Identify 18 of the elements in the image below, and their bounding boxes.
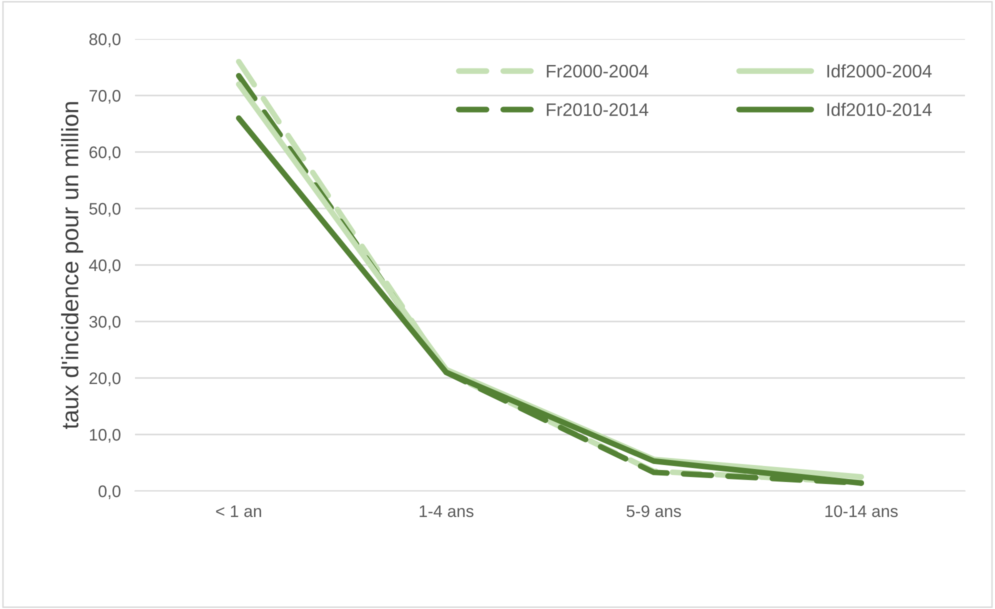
y-tick-label: 50,0 xyxy=(89,202,120,217)
x-tick-label: < 1 an xyxy=(216,506,262,518)
y-axis-title: taux d'incidence pour un million xyxy=(61,102,84,429)
legend-label: Fr2010-2014 xyxy=(546,103,648,116)
x-tick-label: 1-4 ans xyxy=(420,506,474,518)
y-tick-label: 40,0 xyxy=(89,259,120,274)
y-tick-label: 60,0 xyxy=(90,146,120,160)
x-tick-label: 5-9 ans xyxy=(626,505,681,518)
y-tick-label: 80,0 xyxy=(89,33,120,48)
y-tick-label: 30,0 xyxy=(89,316,120,330)
x-tick-label: 10-14 ans xyxy=(825,505,898,518)
y-tick-label: 10,0 xyxy=(90,428,120,443)
y-tick-label: 20,0 xyxy=(90,372,120,386)
y-tick-label: 70,0 xyxy=(90,90,120,104)
legend-label: Idf2010-2014 xyxy=(827,102,932,116)
y-tick-label: 0,0 xyxy=(98,485,120,500)
legend-label: Idf2000-2004 xyxy=(827,64,932,78)
legend-label: Fr2000-2004 xyxy=(546,64,648,78)
